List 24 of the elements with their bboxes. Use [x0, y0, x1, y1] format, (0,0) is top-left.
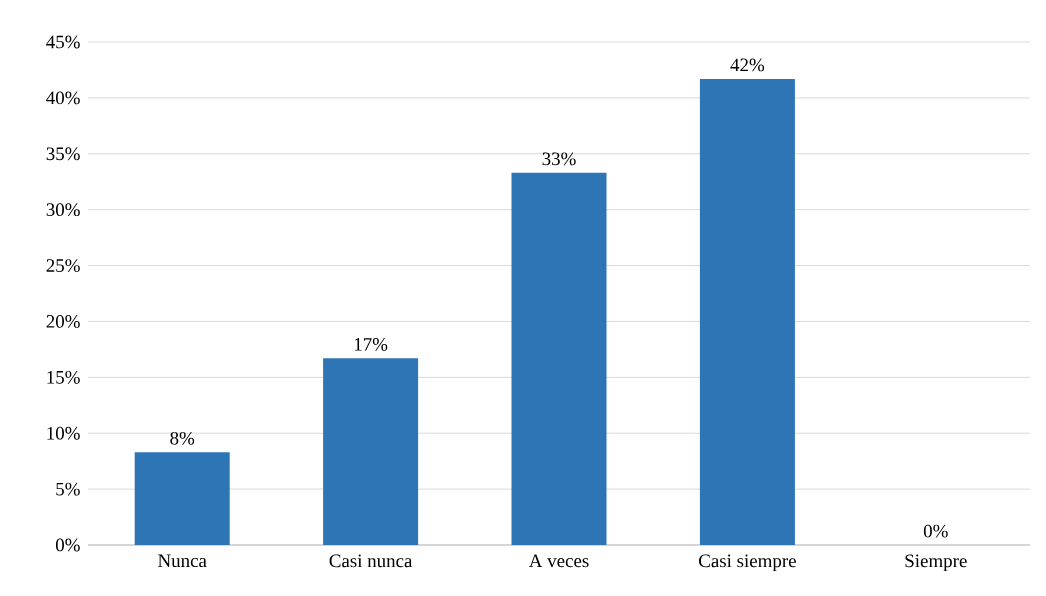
x-tick-label: A veces [528, 554, 589, 568]
x-tick-label: Nunca [158, 554, 207, 568]
data-label: 33% [542, 152, 576, 166]
y-tick-label: 0% [55, 538, 80, 552]
bar [699, 78, 795, 545]
y-tick-label: 15% [47, 370, 80, 384]
y-tick-label: 35% [46, 147, 80, 161]
x-tick-label: Casi nunca [329, 554, 413, 568]
y-tick-label: 20% [46, 315, 80, 328]
y-tick-label: 45% [46, 35, 80, 49]
x-tick-label: Casi siempre [699, 554, 796, 572]
y-tick-label: 5% [56, 482, 80, 496]
y-tick-label: 30% [46, 203, 80, 217]
x-tick-label: Siempre [905, 554, 967, 572]
data-label: 42% [730, 58, 765, 72]
y-tick-label: 40% [46, 91, 80, 105]
y-tick-label: 10% [47, 426, 80, 440]
bar [511, 172, 607, 545]
bar [134, 452, 230, 545]
bar [323, 358, 419, 545]
data-label: 17% [354, 337, 388, 351]
data-label: 8% [170, 431, 195, 445]
data-label: 0% [923, 524, 948, 538]
y-tick-label: 25% [46, 259, 80, 272]
